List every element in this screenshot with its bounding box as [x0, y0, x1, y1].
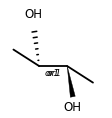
Text: OH: OH: [25, 8, 43, 21]
Polygon shape: [67, 66, 75, 97]
Text: or1: or1: [45, 69, 60, 78]
Text: or1: or1: [47, 69, 62, 78]
Text: OH: OH: [64, 101, 82, 114]
